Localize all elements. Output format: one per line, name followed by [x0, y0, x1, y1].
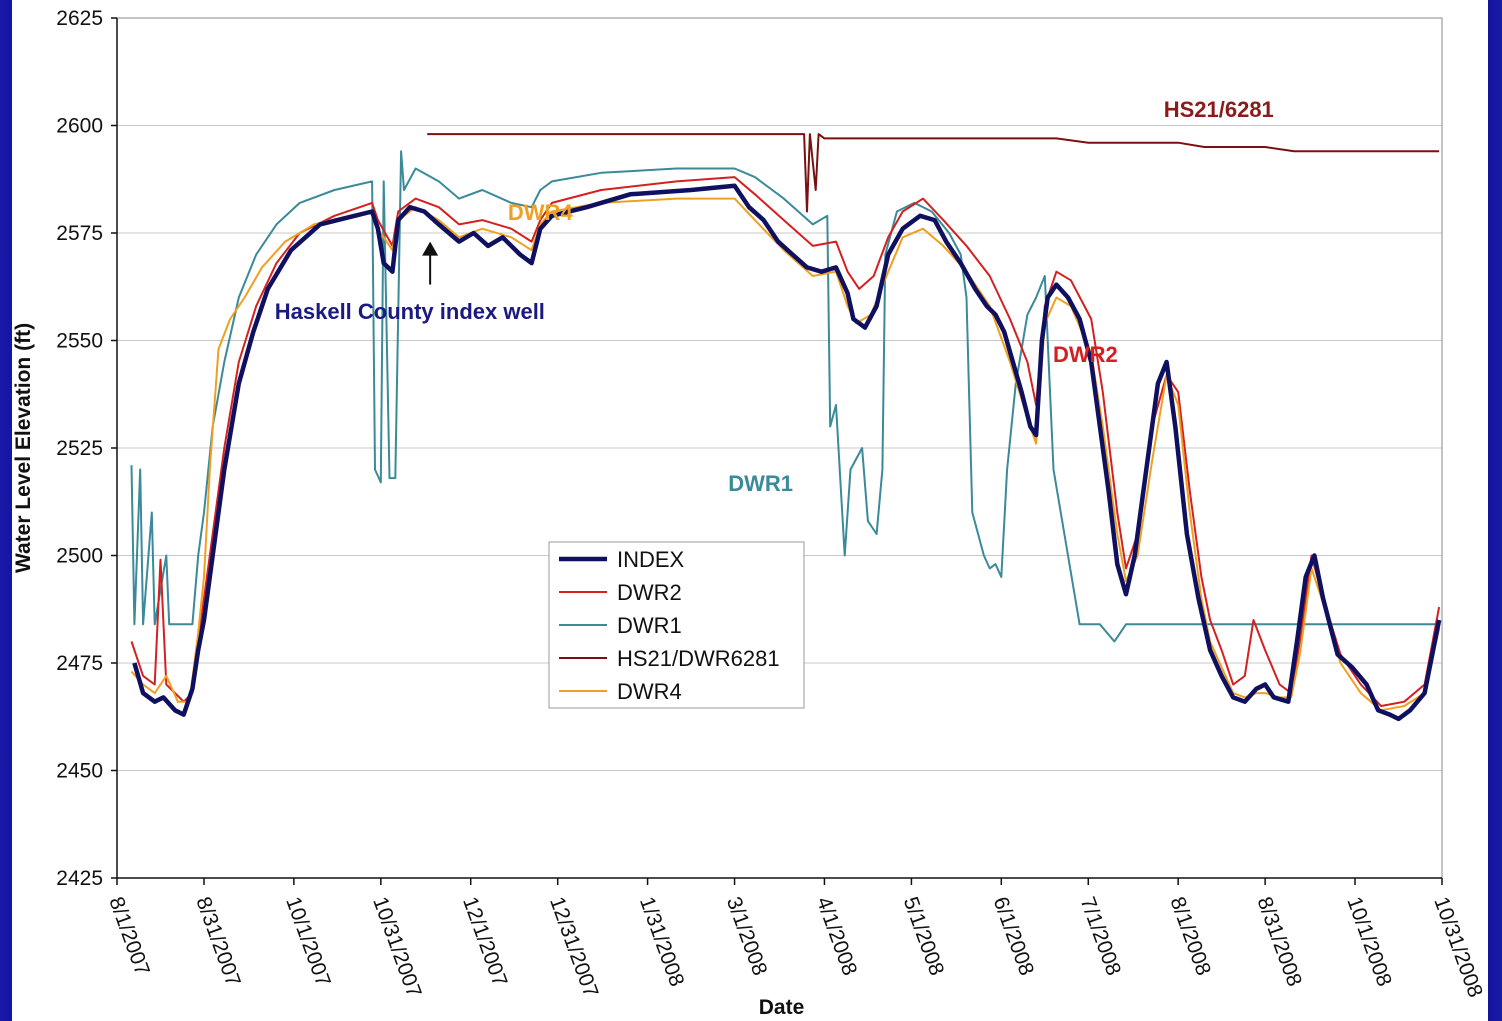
x-tick-label: 10/31/2008 — [1429, 894, 1487, 1001]
line-chart: 2625 2600 2575 2550 2525 2500 2475 2450 2425 8/1… — [12, 7, 1487, 1019]
y-tick-label: 2500 — [56, 545, 103, 568]
x-tick-label: 8/1/2007 — [104, 894, 154, 979]
x-tick-label: 4/1/2008 — [812, 894, 862, 979]
y-axis-title: Water Level Elevation (ft) — [12, 323, 35, 573]
x-tick-label: 1/31/2008 — [635, 894, 689, 990]
annotation-arrow-head — [422, 241, 439, 256]
x-tick-label: 8/1/2008 — [1165, 894, 1215, 979]
legend-label: DWR2 — [617, 580, 682, 605]
y-tick-label: 2550 — [56, 330, 103, 353]
x-tick-label: 7/1/2008 — [1076, 894, 1126, 979]
legend-label: DWR1 — [617, 613, 682, 638]
y-tick-label: 2425 — [56, 867, 103, 890]
annotation-label: HS21/6281 — [1164, 97, 1274, 122]
x-tick-label: 6/1/2008 — [989, 894, 1039, 979]
annotation-label: DWR1 — [728, 471, 793, 496]
legend-label: HS21/DWR6281 — [617, 646, 780, 671]
x-tick-label: 10/1/2007 — [281, 894, 335, 990]
x-tick-label: 3/1/2008 — [722, 894, 772, 979]
x-axis-title: Date — [759, 996, 805, 1019]
y-tick-label: 2525 — [56, 437, 103, 460]
y-tick-label: 2450 — [56, 760, 103, 783]
annotation-label: DWR2 — [1053, 342, 1118, 367]
annotation-label: DWR4 — [508, 200, 574, 225]
annotations: HS21/6281 DWR4 Haskell County index well DW… — [275, 97, 1274, 496]
series-layer — [130, 133, 1442, 722]
legend: INDEX DWR2 DWR1 HS21/DWR6281 DWR4 — [548, 541, 805, 709]
y-tick-label: 2575 — [56, 222, 103, 245]
x-tick-label: 12/1/2007 — [458, 894, 512, 990]
y-axis-ticks: 2625 2600 2575 2550 2525 2500 2475 2450 2425 — [56, 7, 117, 890]
annotation-label: Haskell County index well — [275, 299, 545, 324]
y-tick-label: 2625 — [56, 7, 103, 30]
y-tick-label: 2600 — [56, 115, 103, 138]
x-axis-ticks: 8/1/2007 8/31/2007 10/1/2007 10/31/2007 12/1… — [104, 878, 1487, 1000]
series-line-index — [132, 183, 1442, 722]
x-tick-label: 8/31/2007 — [191, 894, 245, 990]
series-line-dwr2 — [130, 176, 1441, 707]
x-tick-label: 10/31/2007 — [368, 894, 426, 1001]
legend-label: INDEX — [617, 547, 685, 572]
legend-label: DWR4 — [617, 679, 682, 704]
x-tick-label: 12/31/2007 — [545, 894, 603, 1001]
series-line-hs21-dwr6281 — [427, 133, 1440, 213]
x-tick-label: 8/31/2008 — [1252, 894, 1306, 990]
x-tick-label: 10/1/2008 — [1342, 894, 1396, 990]
x-tick-label: 5/1/2008 — [899, 894, 949, 979]
y-tick-label: 2475 — [56, 652, 103, 675]
chart-panel: 2625 2600 2575 2550 2525 2500 2475 2450 2425 8/1… — [12, 0, 1488, 1021]
series-line-dwr1 — [130, 150, 1440, 643]
